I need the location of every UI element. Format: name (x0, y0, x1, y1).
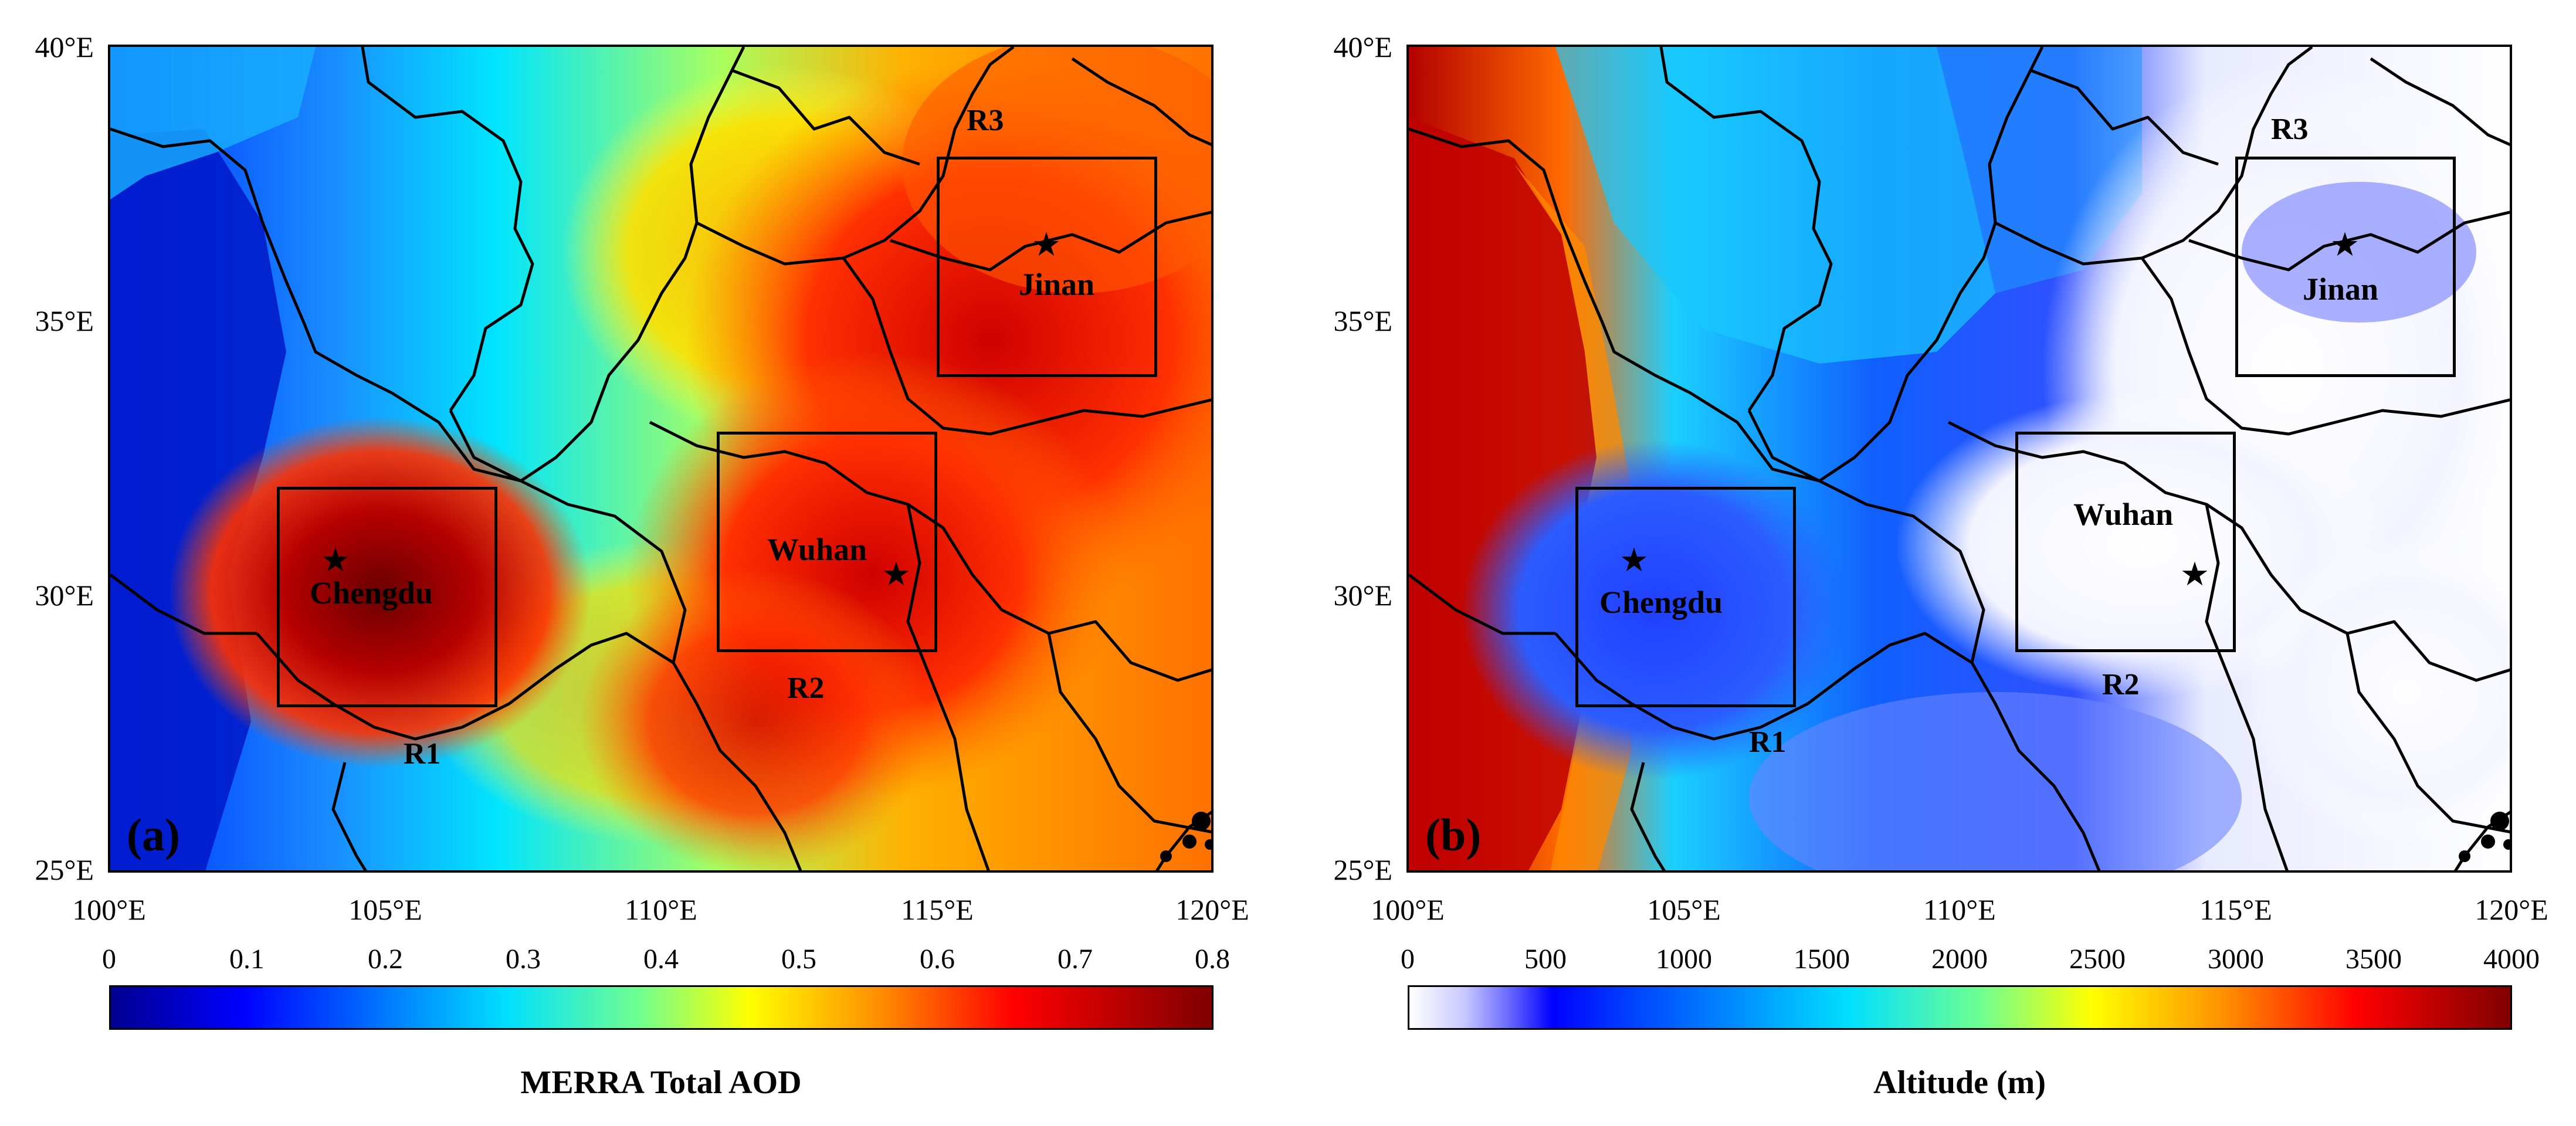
region-r1-box (277, 487, 497, 707)
cb-a-tick-1: 0.1 (229, 944, 265, 975)
city-chengdu: Chengdu (310, 575, 433, 611)
city-chengdu-b: Chengdu (1599, 585, 1723, 620)
region-r2-label-b: R2 (2102, 668, 2140, 701)
y-tick-40: 40°E (35, 30, 94, 63)
altitude-map-canvas (1409, 47, 2510, 870)
x-tick-110: 110°E (625, 893, 697, 926)
cb-a-tick-3: 0.3 (506, 944, 541, 975)
y-tick-40-b: 40°E (1333, 30, 1392, 63)
cb-a-tick-6: 0.6 (920, 944, 955, 975)
colorbar-aod (109, 985, 1214, 1030)
x-tick-105-b: 105°E (1647, 893, 1721, 926)
y-tick-35: 35°E (35, 304, 94, 337)
wuhan-star-icon: ★ (881, 557, 911, 593)
cb-b-tick-0: 0 (1401, 944, 1415, 975)
cb-a-tick-0: 0 (102, 944, 116, 975)
region-r1-label: R1 (404, 737, 441, 771)
region-r2-box (717, 432, 937, 652)
colorbar-altitude (1408, 985, 2512, 1030)
cb-b-tick-5: 2500 (2069, 944, 2126, 975)
aod-map-canvas (110, 47, 1211, 870)
region-r2-label: R2 (787, 671, 825, 705)
cb-a-tick-5: 0.5 (781, 944, 816, 975)
cb-b-tick-2: 1000 (1656, 944, 1712, 975)
region-r1-label-b: R1 (1749, 725, 1787, 759)
city-wuhan: Wuhan (767, 532, 867, 567)
chengdu-star-icon-b: ★ (1619, 542, 1649, 579)
cb-b-tick-3: 1500 (1794, 944, 1850, 975)
cb-a-tick-4: 0.4 (643, 944, 679, 975)
x-tick-115-b: 115°E (2199, 893, 2272, 926)
cb-b-tick-1: 500 (1524, 944, 1567, 975)
cb-b-tick-6: 3000 (2208, 944, 2264, 975)
aod-map: R1 R2 R3 ★ Chengdu ★ Wuhan ★ Jinan (a) (108, 45, 1214, 873)
altitude-map: R1 R2 R3 ★ Chengdu ★ Wuhan ★ Jinan (b) (1406, 45, 2512, 873)
region-r3-box-b (2235, 157, 2456, 377)
jinan-star-icon-b: ★ (2330, 227, 2360, 263)
x-tick-115: 115°E (901, 893, 974, 926)
x-tick-120: 120°E (1175, 893, 1249, 926)
city-jinan: Jinan (1019, 267, 1095, 302)
y-tick-25: 25°E (35, 853, 94, 886)
region-r3-box (937, 157, 1157, 377)
panel-a-label: (a) (127, 809, 180, 860)
region-r3-label: R3 (967, 104, 1004, 137)
panel-b-label: (b) (1425, 809, 1482, 860)
x-tick-100-b: 100°E (1371, 893, 1445, 926)
y-tick-35-b: 35°E (1333, 304, 1392, 337)
y-tick-30: 30°E (35, 579, 94, 612)
x-tick-110-b: 110°E (1923, 893, 1996, 926)
colorbar-aod-title: MERRA Total AOD (520, 1064, 802, 1101)
x-tick-105: 105°E (348, 893, 422, 926)
chengdu-star-icon: ★ (320, 542, 351, 579)
region-r3-label-b: R3 (2271, 113, 2309, 146)
cb-a-tick-2: 0.2 (368, 944, 403, 975)
jinan-star-icon: ★ (1031, 227, 1062, 263)
cb-b-tick-7: 3500 (2345, 944, 2402, 975)
x-tick-120-b: 120°E (2475, 893, 2548, 926)
city-wuhan-b: Wuhan (2073, 497, 2174, 532)
city-jinan-b: Jinan (2303, 272, 2379, 307)
y-tick-25-b: 25°E (1333, 853, 1392, 886)
y-tick-30-b: 30°E (1333, 579, 1392, 612)
cb-a-tick-8: 0.8 (1195, 944, 1230, 975)
wuhan-star-icon-b: ★ (2180, 557, 2210, 593)
x-tick-100: 100°E (72, 893, 146, 926)
region-r1-box-b (1575, 487, 1796, 707)
cb-b-tick-8: 4000 (2483, 944, 2540, 975)
colorbar-altitude-title: Altitude (m) (1873, 1064, 2046, 1101)
cb-a-tick-7: 0.7 (1057, 944, 1093, 975)
region-r2-box-b (2015, 432, 2236, 652)
cb-b-tick-4: 2000 (1931, 944, 1988, 975)
